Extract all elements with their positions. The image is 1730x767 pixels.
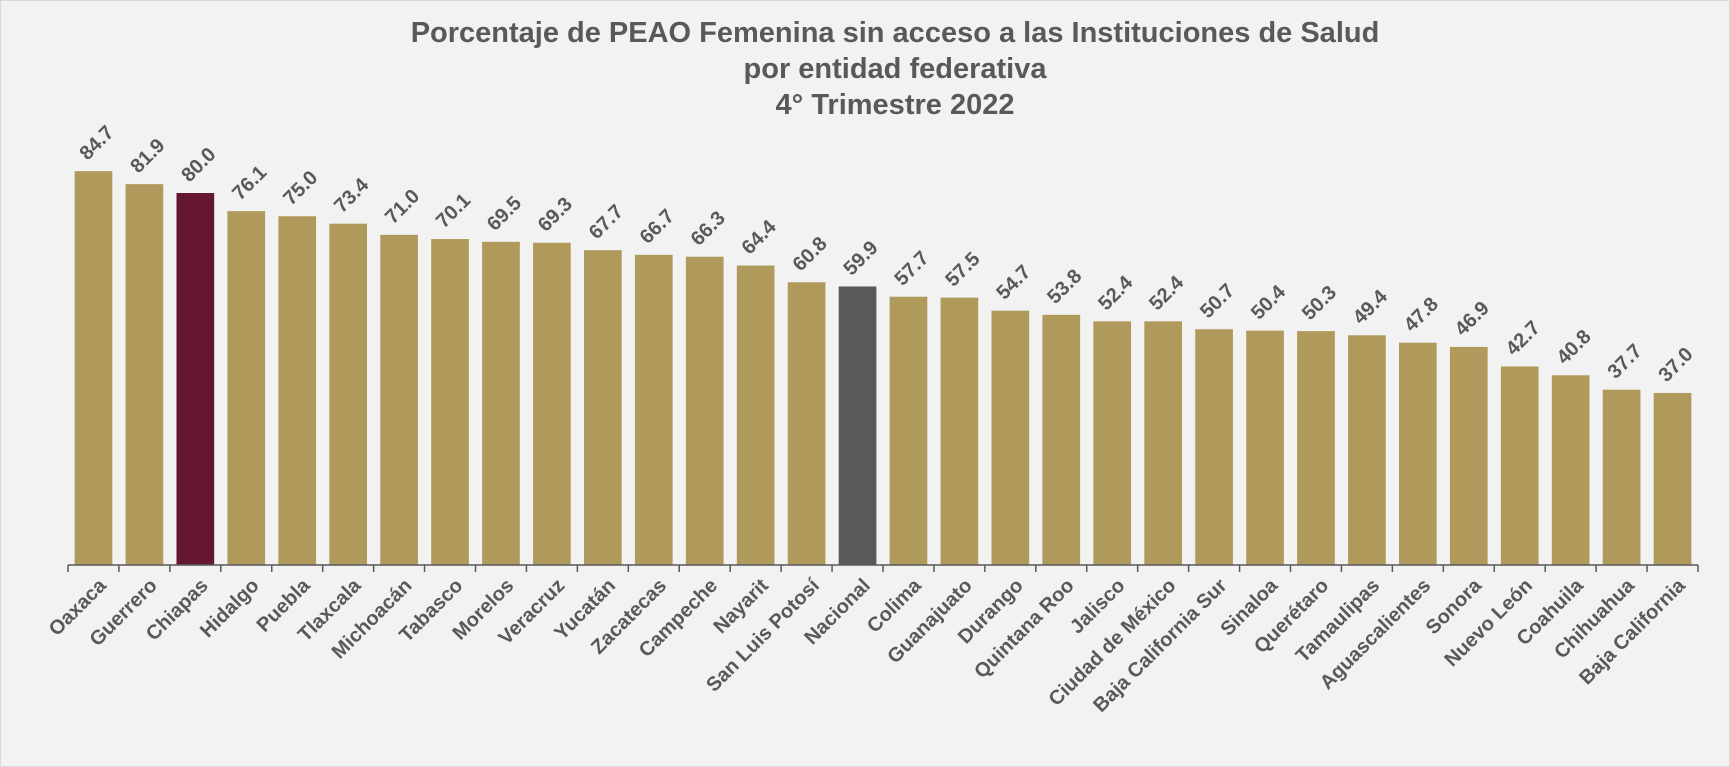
bar xyxy=(889,296,928,565)
bar xyxy=(1398,342,1437,565)
chart-title: Porcentaje de PEAO Femenina sin acceso a… xyxy=(411,17,1380,49)
bar xyxy=(125,184,164,566)
bar xyxy=(380,234,418,565)
bar xyxy=(1602,389,1641,565)
bar xyxy=(1246,330,1284,565)
bar xyxy=(227,211,266,565)
bar xyxy=(329,223,368,565)
bar xyxy=(1551,375,1590,565)
bar xyxy=(634,254,673,565)
bar xyxy=(176,193,215,565)
bar xyxy=(736,265,775,565)
bar xyxy=(991,310,1030,565)
bar xyxy=(838,286,877,565)
bar xyxy=(685,256,724,565)
bar xyxy=(1500,366,1539,565)
chart-subtitle: 4° Trimestre 2022 xyxy=(776,89,1015,121)
bar xyxy=(1042,314,1081,565)
bar xyxy=(787,282,826,565)
bar xyxy=(1144,321,1183,565)
bar xyxy=(1093,321,1132,565)
chart-subtitle: por entidad federativa xyxy=(744,53,1048,85)
bar xyxy=(482,241,520,565)
bar xyxy=(583,250,622,565)
bar xyxy=(1653,392,1692,565)
bar xyxy=(74,171,113,565)
bar xyxy=(533,242,571,565)
bar xyxy=(1297,331,1335,565)
bar xyxy=(1195,329,1233,565)
bar xyxy=(431,239,469,565)
bar xyxy=(1449,346,1488,565)
bar xyxy=(940,297,979,565)
bar xyxy=(278,216,317,565)
bar xyxy=(1348,335,1386,565)
